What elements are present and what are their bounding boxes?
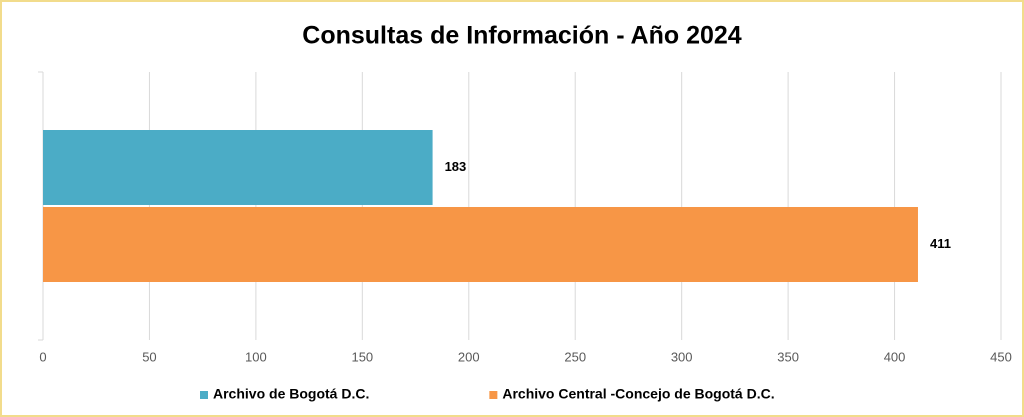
x-tick-label: 200 [458, 349, 480, 364]
legend-label: Archivo Central -Concejo de Bogotá D.C. [502, 386, 774, 402]
chart-title: Consultas de Información - Año 2024 [302, 22, 742, 50]
legend-swatch [200, 391, 208, 399]
bar [43, 207, 918, 282]
x-tick-label: 300 [671, 349, 693, 364]
legend-label: Archivo de Bogotá D.C. [213, 386, 369, 402]
data-label: 411 [930, 236, 951, 251]
x-tick-label: 50 [142, 349, 156, 364]
bar [43, 130, 433, 205]
legend-swatch [489, 391, 498, 399]
x-tick-label: 400 [884, 349, 906, 364]
data-label: 183 [445, 159, 467, 174]
x-tick-label: 150 [351, 349, 373, 364]
x-tick-label: 450 [990, 349, 1012, 364]
x-tick-label: 350 [777, 349, 799, 364]
x-tick-label: 250 [564, 349, 586, 364]
x-tick-label: 0 [39, 349, 46, 364]
x-tick-label: 100 [245, 349, 267, 364]
